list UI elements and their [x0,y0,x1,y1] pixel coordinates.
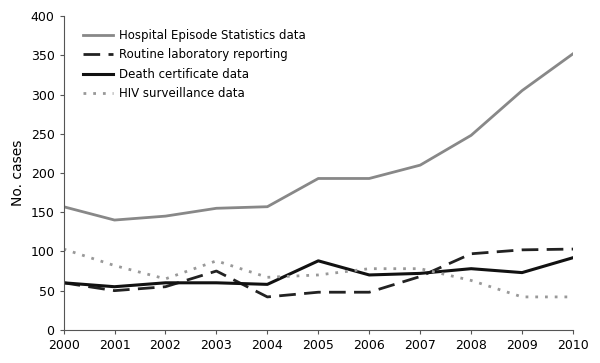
Death certificate data [569,256,577,260]
Death certificate data [467,266,475,271]
HIV surveillance data [162,277,169,281]
Death certificate data [365,273,373,277]
Routine laboratory reporting [111,289,118,293]
Routine laboratory reporting [365,290,373,294]
HIV surveillance data [314,273,322,277]
Death certificate data [111,285,118,289]
Legend: Hospital Episode Statistics data, Routine laboratory reporting, Death certificat: Hospital Episode Statistics data, Routin… [80,25,309,104]
Routine laboratory reporting [60,281,67,285]
Hospital Episode Statistics data [416,163,424,167]
Hospital Episode Statistics data [264,204,271,209]
HIV surveillance data [60,247,67,251]
Hospital Episode Statistics data [467,133,475,138]
Line: HIV surveillance data: HIV surveillance data [64,249,573,297]
Hospital Episode Statistics data [365,176,373,181]
Hospital Episode Statistics data [314,176,322,181]
Hospital Episode Statistics data [111,218,118,222]
Routine laboratory reporting [518,248,526,252]
Hospital Episode Statistics data [569,52,577,56]
Line: Death certificate data: Death certificate data [64,258,573,287]
HIV surveillance data [569,295,577,299]
Routine laboratory reporting [213,269,220,273]
Routine laboratory reporting [162,285,169,289]
Hospital Episode Statistics data [518,89,526,93]
Y-axis label: No. cases: No. cases [11,140,25,206]
HIV surveillance data [213,259,220,263]
HIV surveillance data [264,275,271,280]
Hospital Episode Statistics data [60,204,67,209]
Hospital Episode Statistics data [162,214,169,218]
Routine laboratory reporting [569,247,577,251]
Routine laboratory reporting [314,290,322,294]
Death certificate data [518,270,526,275]
Routine laboratory reporting [416,274,424,279]
HIV surveillance data [467,278,475,283]
Hospital Episode Statistics data [213,206,220,211]
Death certificate data [213,281,220,285]
Routine laboratory reporting [264,295,271,299]
HIV surveillance data [518,295,526,299]
Death certificate data [60,281,67,285]
Line: Routine laboratory reporting: Routine laboratory reporting [64,249,573,297]
Line: Hospital Episode Statistics data: Hospital Episode Statistics data [64,54,573,220]
Death certificate data [416,271,424,276]
Death certificate data [264,282,271,286]
HIV surveillance data [111,264,118,268]
Death certificate data [162,281,169,285]
Routine laboratory reporting [467,252,475,256]
HIV surveillance data [365,266,373,271]
Death certificate data [314,259,322,263]
HIV surveillance data [416,266,424,271]
